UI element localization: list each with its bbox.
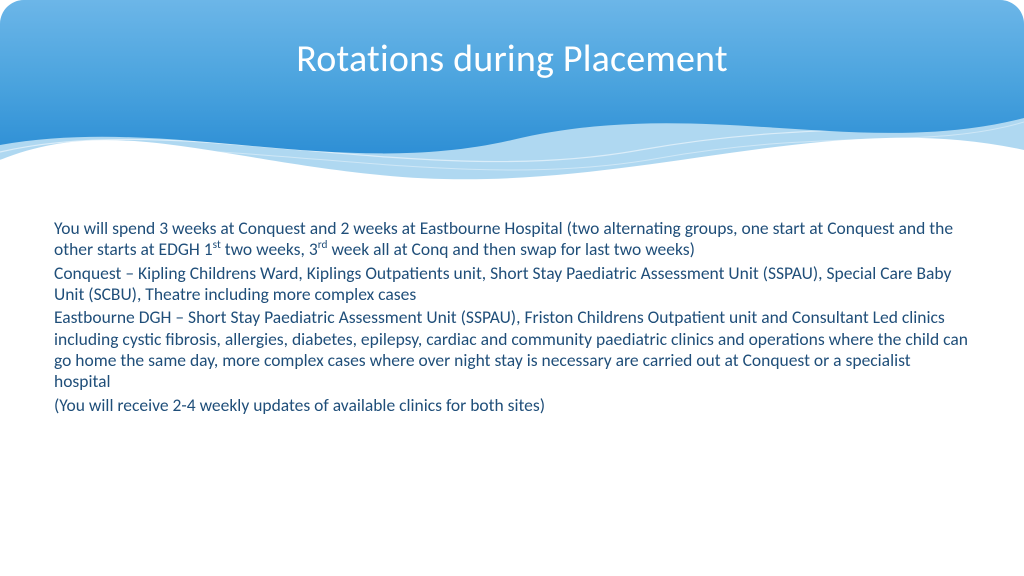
slide-title: Rotations during Placement	[0, 36, 1024, 82]
paragraph-1: You will spend 3 weeks at Conquest and 2…	[54, 218, 970, 261]
paragraph-2: Conquest – Kipling Childrens Ward, Kipli…	[54, 263, 970, 306]
paragraph-4: (You will receive 2-4 weekly updates of …	[54, 395, 970, 416]
ordinal-sup-1: st	[213, 239, 221, 253]
p1-part-c: week all at Conq and then swap for last …	[327, 238, 694, 260]
paragraph-3: Eastbourne DGH – Short Stay Paediatric A…	[54, 307, 970, 392]
p1-part-b: two weeks, 3	[221, 238, 318, 260]
header-wave-band	[0, 0, 1024, 200]
slide: Rotations during Placement You will spen…	[0, 0, 1024, 576]
body-text: You will spend 3 weeks at Conquest and 2…	[54, 218, 970, 418]
